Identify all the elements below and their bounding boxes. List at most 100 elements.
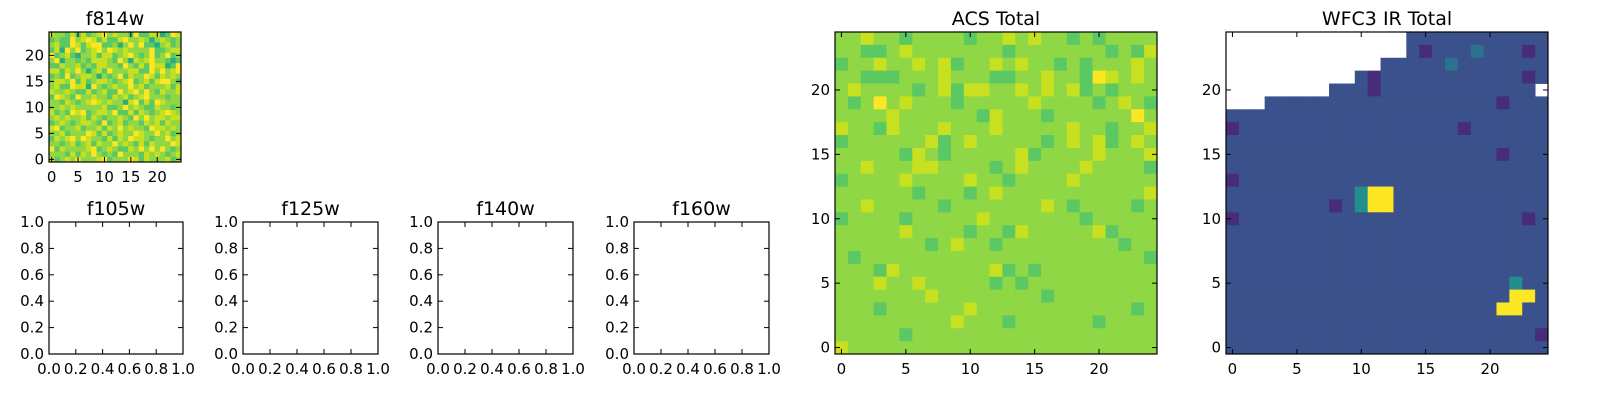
heatmap-cell <box>899 173 913 187</box>
heatmap-cell <box>847 186 862 200</box>
heatmap-cell <box>165 63 171 69</box>
heatmap-cell <box>75 63 82 69</box>
heatmap-cell <box>154 89 161 95</box>
heatmap-cell <box>54 151 60 158</box>
heatmap-cell <box>1238 147 1253 162</box>
heatmap-cell <box>1316 250 1330 265</box>
heatmap-cell <box>1264 96 1278 110</box>
heatmap-cell <box>1367 160 1381 175</box>
heatmap-cell <box>847 83 862 97</box>
heatmap-cell <box>1522 44 1536 59</box>
heatmap-cell <box>1105 186 1119 200</box>
heatmap-cell <box>886 32 900 46</box>
heatmap-cell <box>133 151 140 158</box>
heatmap-cell <box>1380 315 1394 329</box>
heatmap-cell <box>1264 315 1278 329</box>
heatmap-cell <box>149 32 155 38</box>
heatmap-cell <box>149 42 155 48</box>
heatmap-cell <box>85 84 92 90</box>
heatmap-cell <box>899 212 913 226</box>
heatmap-cell <box>170 63 177 69</box>
heatmap-cell <box>133 73 140 80</box>
heatmap-cell <box>1509 302 1523 316</box>
heatmap-cell <box>1028 32 1042 46</box>
heatmap-cell <box>1238 212 1253 226</box>
heatmap-cell <box>1496 328 1510 342</box>
heatmap-cell <box>1277 186 1291 200</box>
heatmap-cell <box>159 130 166 137</box>
heatmap-cell <box>925 276 939 290</box>
heatmap-cell <box>976 160 990 175</box>
heatmap-cell <box>1316 160 1330 175</box>
heatmap-cell <box>144 89 150 95</box>
heatmap-cell <box>1015 70 1029 84</box>
heatmap-cell <box>1105 328 1119 342</box>
heatmap-cell <box>1483 199 1497 213</box>
heatmap-cell <box>85 47 92 54</box>
heatmap-cell <box>133 32 140 38</box>
heatmap-cell <box>1251 289 1266 303</box>
heatmap-cell <box>1066 341 1081 355</box>
heatmap-cell <box>1496 186 1510 200</box>
heatmap-cell <box>154 141 161 147</box>
heatmap-cell <box>85 42 92 48</box>
heatmap-cell <box>835 250 849 265</box>
heatmap-cell <box>70 37 76 43</box>
heatmap-cell <box>963 289 978 303</box>
heatmap-cell <box>1053 135 1068 149</box>
heatmap-cell <box>1457 160 1472 175</box>
heatmap-cell <box>1118 122 1132 136</box>
heatmap-cell <box>1393 160 1407 175</box>
heatmap-cell <box>1118 250 1132 265</box>
axes-frame <box>48 31 182 163</box>
heatmap-cell <box>1329 225 1343 239</box>
heatmap-cell <box>1015 199 1029 213</box>
heatmap-cell <box>886 44 900 59</box>
heatmap-cell <box>165 120 171 126</box>
heatmap-cell <box>75 125 82 132</box>
heatmap-cell <box>1015 276 1029 290</box>
heatmap-cell <box>1303 276 1317 290</box>
heatmap-cell <box>1419 276 1433 290</box>
heatmap-cell <box>1144 315 1158 329</box>
heatmap-cell <box>1367 199 1381 213</box>
heatmap-cell <box>101 146 108 152</box>
heatmap-cell <box>938 186 952 200</box>
heatmap-cell <box>1015 147 1029 162</box>
heatmap-cell <box>122 78 129 85</box>
heatmap-cell <box>54 120 60 126</box>
heatmap-cell <box>96 146 103 152</box>
heatmap-cell <box>70 125 76 132</box>
heatmap-cell <box>899 160 913 175</box>
heatmap-cell <box>1393 122 1407 136</box>
heatmap-cell <box>1380 238 1394 252</box>
heatmap-cell <box>1444 186 1459 200</box>
heatmap-cell <box>122 104 129 111</box>
heatmap-cell <box>938 173 952 187</box>
heatmap-cell <box>1002 289 1016 303</box>
heatmap-cell <box>1131 225 1145 239</box>
heatmap-cell <box>75 115 82 121</box>
heatmap-cell <box>1079 341 1093 355</box>
heatmap-cell <box>96 136 103 142</box>
heatmap-cell <box>165 78 171 85</box>
heatmap-cell <box>1316 173 1330 187</box>
heatmap-cell <box>950 109 965 123</box>
heatmap-cell <box>873 57 887 72</box>
heatmap-cell <box>59 68 66 74</box>
heatmap-cell <box>1041 186 1055 200</box>
heatmap-cell <box>1341 186 1356 200</box>
heatmap-cell <box>80 99 87 106</box>
heatmap-cell <box>107 115 113 121</box>
heatmap-cell <box>154 52 161 59</box>
heatmap-cell <box>85 32 92 38</box>
heatmap-cell <box>925 199 939 213</box>
heatmap-cell <box>122 146 129 152</box>
heatmap-cell <box>1329 289 1343 303</box>
heatmap-cell <box>1535 263 1549 278</box>
heatmap-cell <box>138 156 145 163</box>
heatmap-cell <box>886 173 900 187</box>
heatmap-cell <box>1144 32 1158 46</box>
heatmap-cell <box>1226 302 1240 316</box>
